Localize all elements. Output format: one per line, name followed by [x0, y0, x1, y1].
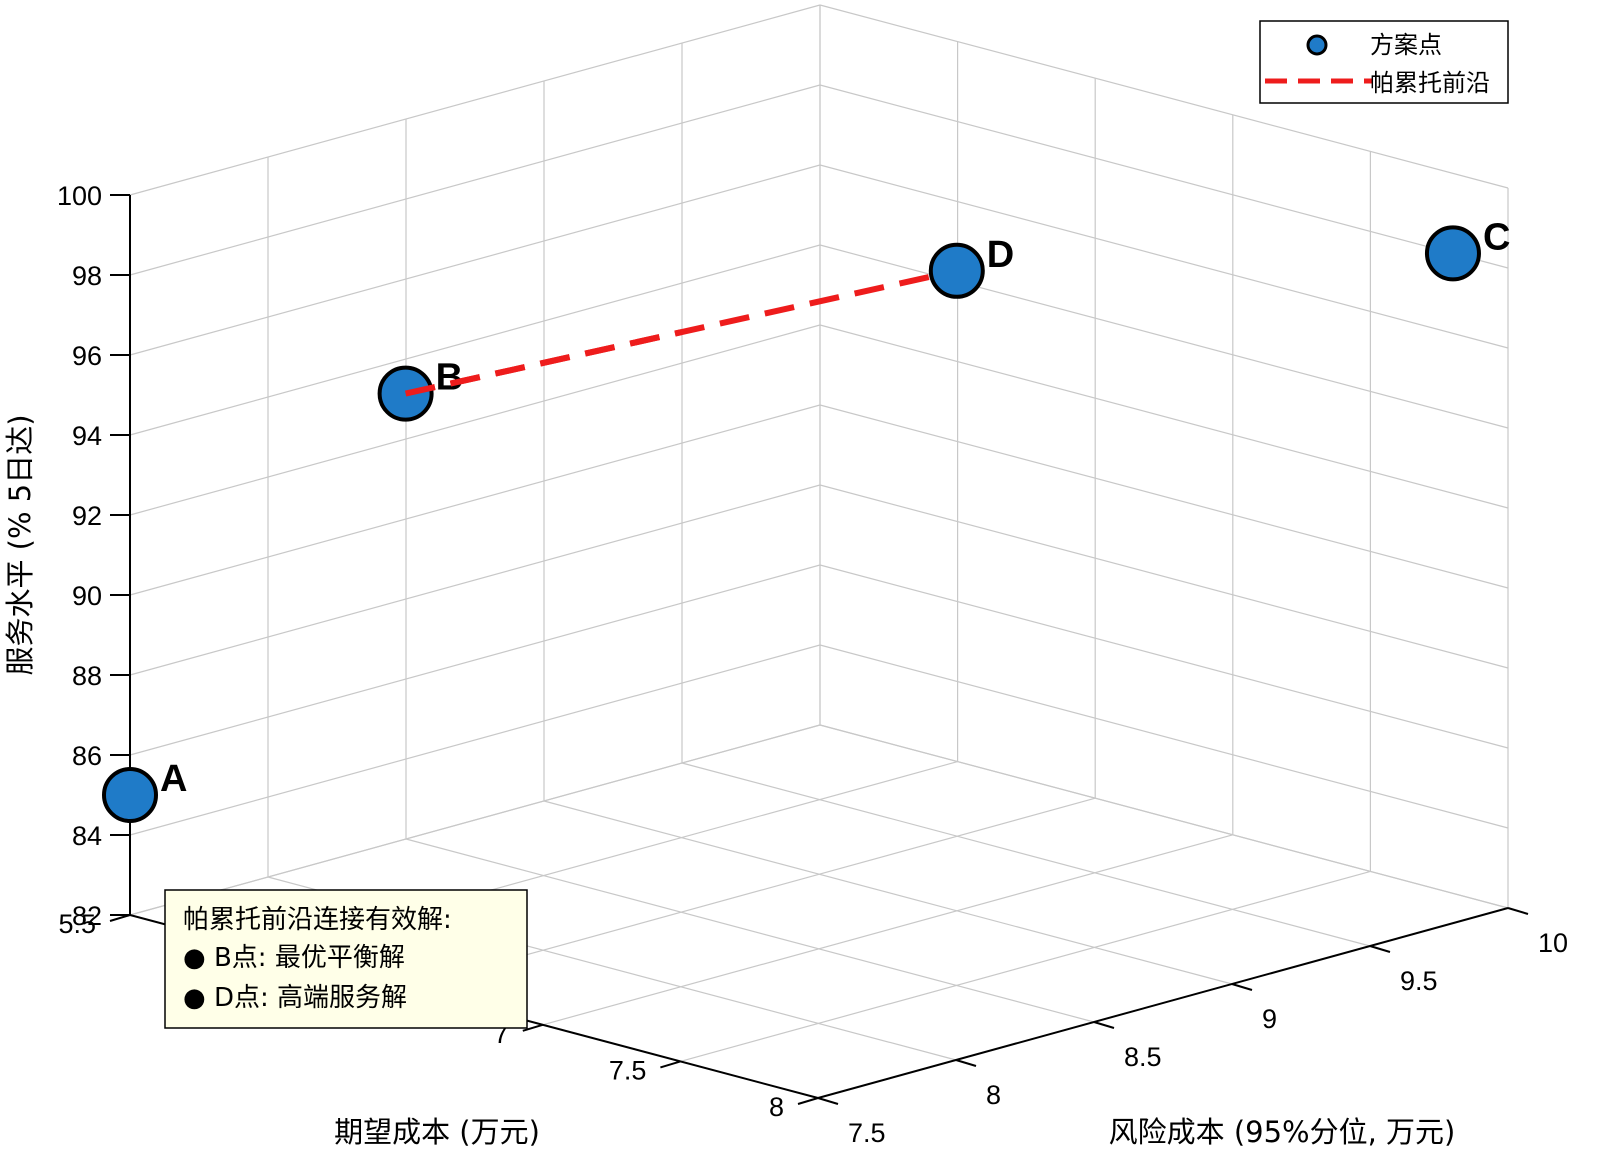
- series-layer: A B C D: [102, 216, 1510, 823]
- grid-line-wall-left-z: [819, 244, 1509, 429]
- z-tick-label: 94: [72, 421, 102, 451]
- grid-line-wall-left-z: [819, 4, 1509, 189]
- grid-line-wall-right-z: [129, 4, 821, 196]
- annotation-title: 帕累托前沿连接有效解:: [183, 905, 452, 935]
- grid-line-wall-right-z: [129, 564, 821, 756]
- legend-box: [1259, 20, 1509, 104]
- annotation-background: [164, 889, 528, 1029]
- z-axis-title: 服务水平 (% 5日达): [3, 414, 37, 675]
- axis-layer: 5.566.577.587.588.599.510828486889092949…: [57, 181, 1568, 1148]
- point-label-A: A: [160, 758, 187, 800]
- legend-entry-pareto: 帕累托前沿: [1370, 69, 1490, 97]
- y-tick-label: 8.5: [1124, 1042, 1162, 1072]
- z-tick-label: 84: [72, 821, 102, 851]
- y-tick-mark: [955, 1059, 977, 1067]
- point-label-C: C: [1483, 216, 1510, 258]
- y-tick-mark: [1231, 983, 1253, 991]
- grid-line-wall-left-z: [819, 564, 1509, 749]
- y-axis-line: [817, 907, 1509, 1099]
- grid-line-floor-y: [681, 762, 1371, 947]
- z-tick-label: 92: [72, 501, 102, 531]
- z-tick-label: 90: [72, 581, 102, 611]
- x-tick-label: 8: [769, 1092, 784, 1122]
- grid-line-wall-left-z: [819, 644, 1509, 829]
- annotation-box: 帕累托前沿连接有效解: ● B点: 最优平衡解 ● D点: 高端服务解: [164, 889, 528, 1029]
- x-axis-title: 期望成本 (万元): [334, 1115, 540, 1149]
- y-tick-mark: [817, 1097, 839, 1105]
- z-tick-label: 96: [72, 341, 102, 371]
- grid-line-wall-right-z: [129, 324, 821, 516]
- grid-line-wall-left-z: [819, 404, 1509, 589]
- y-tick-label: 9: [1262, 1004, 1277, 1034]
- grid-line-wall-left-z: [819, 84, 1509, 269]
- y-tick-label: 8: [986, 1080, 1001, 1110]
- x-tick-label: 7.5: [609, 1055, 647, 1085]
- z-tick-label: 100: [57, 181, 102, 211]
- annotation-item-b: ● B点: 最优平衡解: [183, 943, 405, 973]
- y-tick-label: 9.5: [1400, 966, 1438, 996]
- grid-line-wall-right-z: [129, 164, 821, 356]
- grid-line-wall-right-z: [129, 244, 821, 436]
- x-tick-mark: [797, 1097, 819, 1105]
- y-tick-label: 10: [1538, 928, 1568, 958]
- grid-line-wall-left-z: [819, 484, 1509, 669]
- grid-line-wall-left-z: [819, 324, 1509, 509]
- point-A: [102, 767, 158, 823]
- point-label-B: B: [436, 357, 463, 399]
- annotation-item-d: ● D点: 高端服务解: [183, 983, 407, 1013]
- z-tick-label: 82: [72, 901, 102, 931]
- pareto-front-line: [404, 267, 958, 397]
- grid-line-floor-x: [542, 834, 1233, 1026]
- grid-line-wall-right-z: [129, 484, 821, 676]
- grid-line-wall-left-z: [819, 164, 1509, 349]
- pareto-front-line-overlay: [404, 329, 682, 397]
- z-tick-label: 86: [72, 741, 102, 771]
- grid-line-wall-right-z: [129, 84, 821, 276]
- grid-line-wall-right-z: [129, 724, 821, 916]
- y-tick-mark: [1507, 907, 1529, 915]
- x-tick-mark: [522, 1023, 544, 1032]
- y-tick-mark: [1369, 945, 1391, 953]
- z-tick-label: 88: [72, 661, 102, 691]
- grid-line-wall-left-z: [819, 724, 1509, 909]
- y-tick-label: 7.5: [848, 1118, 886, 1148]
- grid-line-wall-right-z: [129, 644, 821, 836]
- legend-entry-points: 方案点: [1370, 31, 1442, 59]
- y-tick-mark: [1093, 1021, 1115, 1029]
- legend-marker-icon: [1306, 34, 1328, 56]
- point-label-D: D: [987, 234, 1014, 276]
- legend: 方案点 帕累托前沿: [1259, 20, 1509, 104]
- z-tick-label: 98: [72, 261, 102, 291]
- grid-line-floor-x: [680, 870, 1371, 1062]
- x-tick-mark: [660, 1060, 681, 1069]
- grid-line-wall-right-z: [129, 404, 821, 596]
- grid-line-floor-y: [405, 838, 1095, 1023]
- y-axis-title: 风险成本 (95%分位, 万元): [1109, 1115, 1456, 1149]
- point-D: [928, 242, 985, 299]
- grid-line-floor-y: [543, 800, 1233, 985]
- x-tick-label: 5.5: [58, 909, 96, 939]
- point-C: [1424, 225, 1481, 282]
